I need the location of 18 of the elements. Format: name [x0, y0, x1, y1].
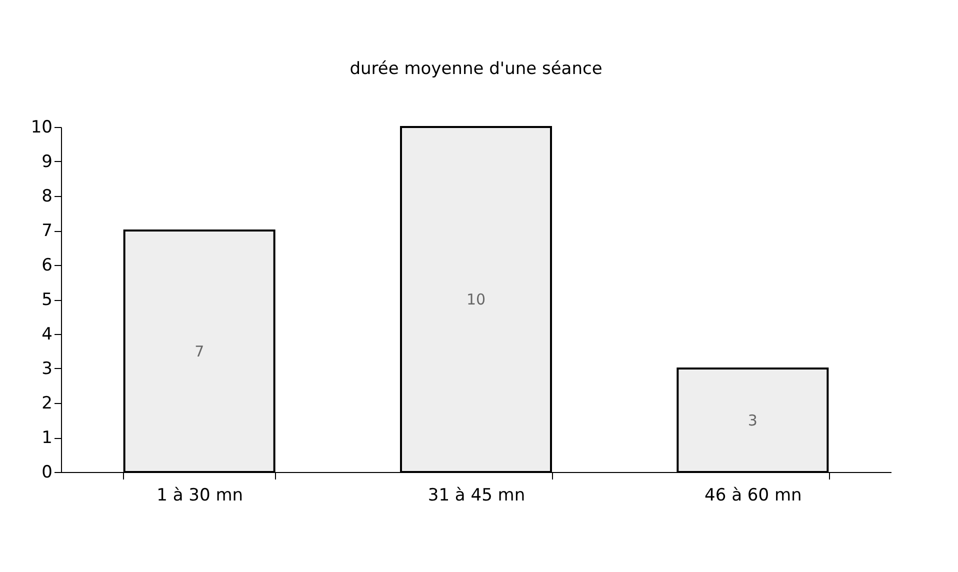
- y-tick-label: 8: [42, 186, 52, 206]
- x-tick-label: 46 à 60 mn: [704, 486, 802, 506]
- y-tick-label: 10: [30, 118, 52, 138]
- y-tick-label: 4: [42, 324, 52, 344]
- chart-title: durée moyenne d'une séance: [350, 59, 602, 79]
- y-tick-label: 2: [42, 394, 52, 414]
- data-label: 3: [748, 411, 758, 430]
- data-label: 10: [466, 290, 486, 308]
- y-tick-label: 9: [42, 152, 52, 172]
- y-tick-label: 5: [42, 290, 52, 310]
- y-tick-label: 7: [42, 221, 52, 241]
- x-tick-label: 1 à 30 mn: [156, 486, 244, 506]
- x-tick-label: 31 à 45 mn: [428, 486, 526, 506]
- y-tick-label: 6: [42, 256, 52, 276]
- y-tick-label: 0: [42, 462, 52, 482]
- y-tick-label: 1: [42, 428, 52, 448]
- y-tick-label: 3: [42, 359, 52, 379]
- data-label: 7: [194, 342, 204, 360]
